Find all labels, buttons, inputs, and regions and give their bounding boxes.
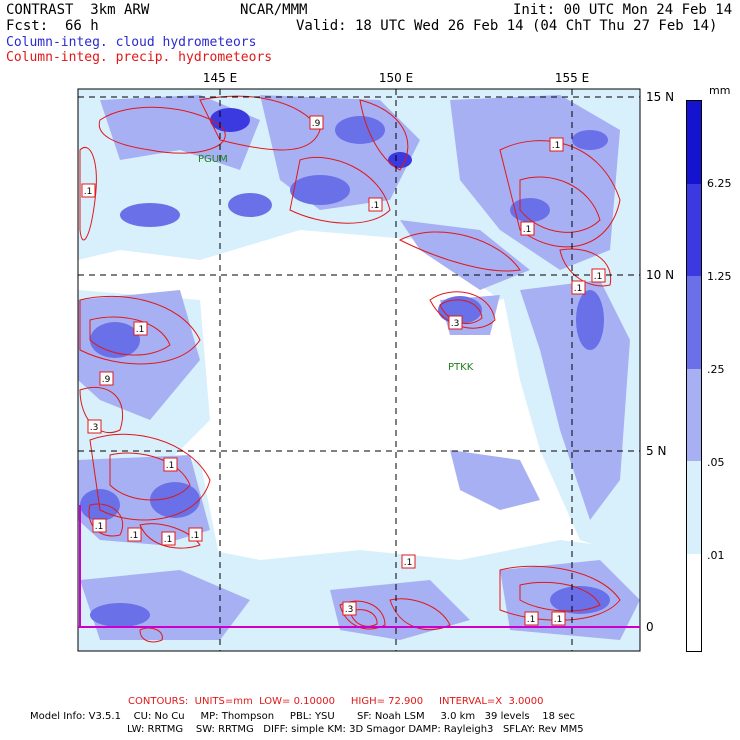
contour-label: .1 — [404, 558, 413, 568]
legend-swatch-2 — [687, 184, 701, 276]
legend-level-0-25: .25 — [707, 363, 725, 376]
legend-units: mm — [709, 84, 731, 97]
contour-label: .1 — [191, 531, 200, 541]
contour-label: .1 — [95, 522, 104, 532]
contour-label-box — [163, 457, 178, 472]
model-info-line1: Model Info: V3.5.1 CU: No Cu MP: Thompso… — [30, 711, 576, 722]
legend-level-0-01: .01 — [707, 549, 725, 562]
contour-label: .1 — [136, 325, 145, 335]
contour-label: .1 — [371, 201, 380, 211]
legend-level-6-25: 6.25 — [707, 177, 732, 190]
model-info-line2: LW: RRTMG SW: RRTMG DIFF: simple KM: 3D … — [127, 724, 584, 735]
legend-level-1-25: 1.25 — [707, 270, 732, 283]
contour-label: .1 — [164, 535, 173, 545]
contour-label: .1 — [527, 615, 536, 625]
contour-label: .1 — [84, 187, 93, 197]
contour-label: .1 — [130, 531, 139, 541]
legend-swatch-5 — [687, 461, 701, 554]
contour-label-box — [81, 183, 96, 198]
product-title: CONTRAST 3km ARW — [6, 2, 150, 18]
lon-label-155: 155 E — [555, 71, 589, 85]
legend-swatch-4 — [687, 369, 701, 461]
field-precip-label: Column-integ. precip. hydrometeors — [6, 50, 273, 65]
center-label: NCAR/MMM — [240, 2, 308, 18]
lat-label-10n: 10 N — [646, 268, 674, 282]
contour-label-box — [551, 611, 566, 626]
legend-level-0-05: .05 — [707, 456, 725, 469]
field-cloud-label: Column-integ. cloud hydrometeors — [6, 35, 257, 50]
contour-label-box — [401, 554, 416, 569]
cloud-shading — [78, 89, 640, 651]
contour-label: .3 — [345, 605, 354, 615]
contour-label: .9 — [102, 375, 111, 385]
contour-info: CONTOURS: UNITS=mm LOW= 0.10000 HIGH= 72… — [128, 696, 544, 707]
station-pgum: PGUM — [198, 154, 228, 165]
contour-label-box — [87, 419, 102, 434]
contour-label: .1 — [574, 284, 583, 294]
contour-label: .3 — [90, 423, 99, 433]
contour-label: .3 — [451, 319, 460, 329]
lat-label-0: 0 — [646, 620, 654, 634]
legend-colorbar — [686, 100, 702, 652]
lat-label-15n: 15 N — [646, 90, 674, 104]
legend-swatch-1 — [687, 101, 701, 184]
contour-label-box — [591, 268, 606, 283]
contour-label-box — [92, 518, 107, 533]
forecast-label: Fcst: — [6, 18, 49, 34]
contour-label-box — [448, 315, 463, 330]
lon-label-150: 150 E — [379, 71, 413, 85]
contour-label-box — [571, 280, 586, 295]
legend-swatch-3 — [687, 276, 701, 369]
lon-label-145: 145 E — [203, 71, 237, 85]
station-ptkk: PTKK — [448, 362, 474, 373]
contour-label-box — [188, 527, 203, 542]
init-time: Init: 00 UTC Mon 24 Feb 14 — [513, 2, 733, 18]
contour-label-box — [342, 601, 357, 616]
contour-label-box — [309, 115, 324, 130]
contour-label: .9 — [312, 119, 321, 129]
map-frame — [77, 88, 641, 652]
contour-label: .1 — [594, 272, 603, 282]
valid-time: Valid: 18 UTC Wed 26 Feb 14 (04 ChT Thu … — [296, 18, 718, 34]
contour-label: .1 — [166, 461, 175, 471]
contour-label: .1 — [523, 225, 532, 235]
contour-label-box — [161, 531, 176, 546]
contour-label: .1 — [552, 141, 561, 151]
legend-swatch-6 — [687, 554, 701, 651]
contour-label: .1 — [554, 615, 563, 625]
contour-label-box — [133, 321, 148, 336]
contour-labels: .1.9.1.1.1.1.9.1.1.9.3.1.1.1.3.3.1.1.1.1… — [81, 115, 606, 626]
contour-label-box — [524, 611, 539, 626]
lat-lon-grid — [78, 89, 640, 651]
contour-label-box — [520, 221, 535, 236]
contour-label-box — [368, 197, 383, 212]
forecast-hour: 66 h — [65, 18, 99, 34]
lat-label-5n: 5 N — [646, 444, 666, 458]
contour-label-box — [99, 371, 114, 386]
contour-label-box — [127, 527, 142, 542]
contour-label-box — [549, 137, 564, 152]
